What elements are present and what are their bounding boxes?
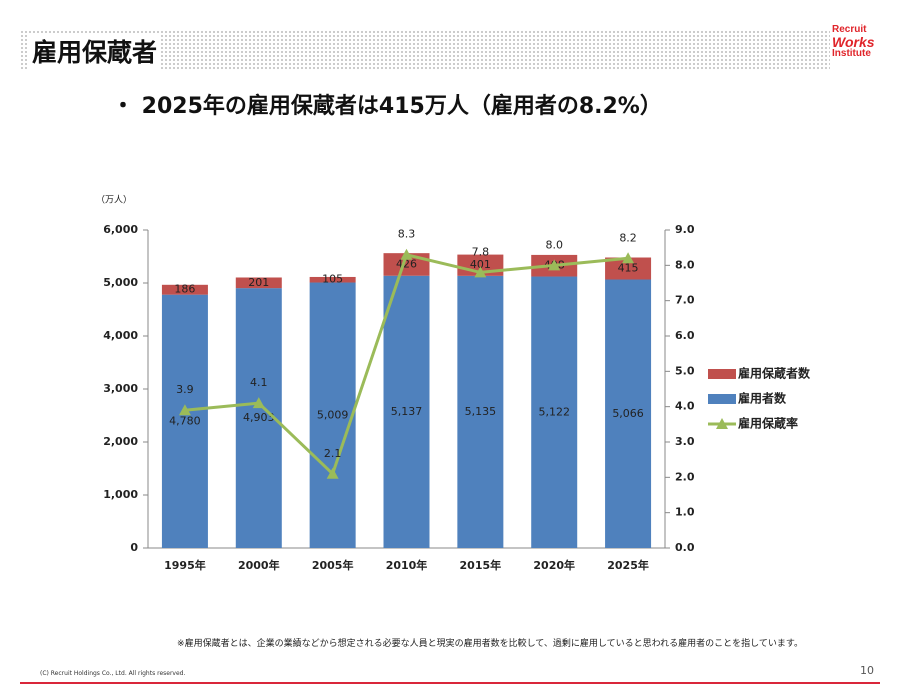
x-tick-label: 2000年 — [238, 558, 280, 572]
data-label: 3.9 — [176, 383, 194, 396]
legend-swatch — [708, 394, 736, 404]
footnote: ※雇用保蔵者とは、企業の業績などから想定される必要な人員と現実の雇用者数を比較し… — [177, 639, 803, 649]
page-number: 10 — [860, 664, 874, 677]
data-label: 7.8 — [472, 245, 490, 258]
y2-tick-label: 4.0 — [675, 400, 695, 413]
logo-line: Works — [832, 34, 875, 50]
data-label: 186 — [174, 283, 195, 296]
y-tick-label: 1,000 — [103, 488, 138, 501]
data-label: 105 — [322, 273, 343, 286]
data-label: 401 — [470, 258, 491, 271]
rate-marker — [178, 404, 191, 416]
x-tick-label: 1995年 — [164, 558, 206, 572]
legend-label: 雇用保蔵率 — [738, 416, 798, 431]
y-tick-label: 0 — [130, 541, 138, 554]
x-tick-label: 2005年 — [312, 558, 354, 572]
bar-segment — [605, 279, 652, 548]
y2-tick-label: 7.0 — [675, 294, 695, 307]
y-tick-label: 2,000 — [103, 435, 138, 448]
footer-rule — [20, 682, 880, 684]
y2-tick-label: 9.0 — [675, 223, 695, 236]
y2-tick-label: 6.0 — [675, 329, 695, 342]
x-tick-label: 2010年 — [386, 558, 428, 572]
y-axis-label: （万人） — [96, 195, 132, 206]
data-label: 5,066 — [612, 407, 644, 420]
legend-swatch — [716, 418, 728, 429]
y2-tick-label: 5.0 — [675, 364, 695, 377]
bar-segment — [531, 276, 578, 548]
bar-segment — [161, 294, 208, 548]
y-tick-label: 3,000 — [103, 382, 138, 395]
data-label: 5,122 — [538, 405, 570, 418]
y-tick-label: 4,000 — [103, 329, 138, 342]
logo-line: Recruit — [832, 24, 867, 35]
bar-segment — [383, 275, 430, 548]
headline: ・ 2025年の雇用保蔵者は415万人（雇用者の8.2%） — [112, 94, 662, 119]
data-label: 415 — [618, 262, 639, 275]
logo: Recruit Works Institute — [832, 24, 875, 60]
y-tick-label: 5,000 — [103, 276, 138, 289]
rate-marker — [252, 397, 265, 409]
data-label: 8.3 — [398, 228, 416, 241]
bar-segment — [309, 282, 356, 548]
logo-line: Institute — [832, 48, 871, 59]
legend-swatch — [708, 369, 736, 379]
x-tick-label: 2020年 — [533, 558, 575, 572]
data-label: 5,135 — [465, 405, 497, 418]
slide-title: 雇用保蔵者 — [28, 33, 162, 69]
x-tick-label: 2025年 — [607, 558, 649, 572]
bar-segment — [457, 275, 504, 548]
data-label: 8.0 — [545, 238, 563, 251]
rate-marker — [622, 252, 635, 264]
data-label: 4,903 — [243, 411, 275, 424]
legend-label: 雇用保蔵者数 — [738, 366, 811, 381]
y2-tick-label: 1.0 — [675, 506, 695, 519]
data-label: 5,137 — [391, 405, 423, 418]
data-label: 8.2 — [619, 231, 637, 244]
data-label: 2.1 — [324, 447, 342, 460]
data-label: 4,780 — [169, 414, 201, 427]
y2-tick-label: 3.0 — [675, 435, 695, 448]
y2-tick-label: 8.0 — [675, 258, 695, 271]
legend-label: 雇用者数 — [738, 391, 787, 406]
bar-segment — [235, 277, 282, 289]
copyright: (C) Recruit Holdings Co., Ltd. All right… — [40, 670, 186, 677]
data-label: 201 — [248, 276, 269, 289]
rate-marker — [326, 467, 339, 479]
y2-tick-label: 0.0 — [675, 541, 695, 554]
data-label: 5,009 — [317, 408, 349, 421]
data-label: 4.1 — [250, 376, 268, 389]
x-tick-label: 2015年 — [460, 558, 502, 572]
rate-marker — [548, 259, 561, 271]
y-tick-label: 6,000 — [103, 223, 138, 236]
y2-tick-label: 2.0 — [675, 470, 695, 483]
bar-segment — [605, 257, 652, 280]
rate-marker — [400, 248, 413, 260]
bar-segment — [309, 276, 356, 283]
rate-marker — [474, 266, 487, 278]
bar-segment — [161, 284, 208, 295]
